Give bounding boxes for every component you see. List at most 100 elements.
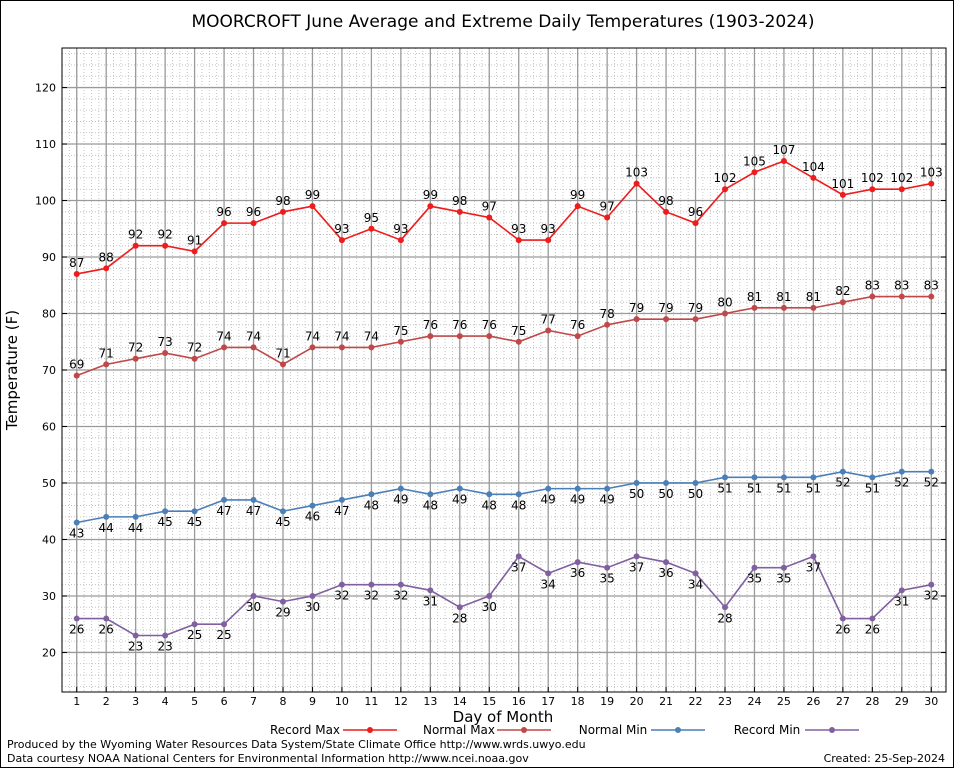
record-min-point <box>280 598 286 605</box>
y-tick-label: 110 <box>35 138 56 151</box>
record-max-data-label: 87 <box>69 256 84 270</box>
normal-max-point <box>633 316 640 323</box>
record-min-point <box>545 570 552 577</box>
y-tick-label: 30 <box>42 590 56 603</box>
normal-min-data-label: 50 <box>629 487 644 501</box>
normal-max-point <box>250 344 257 351</box>
normal-min-data-label: 52 <box>924 476 939 490</box>
normal-max-data-label: 76 <box>570 318 585 332</box>
normal-max-point <box>515 338 522 345</box>
normal-max-data-label: 74 <box>216 329 231 343</box>
y-tick-label: 70 <box>42 364 56 377</box>
record-max-data-label: 103 <box>625 166 648 180</box>
record-max-point <box>456 208 463 215</box>
normal-min-point <box>898 468 905 475</box>
normal-max-data-label: 72 <box>187 341 202 355</box>
record-min-data-label: 32 <box>364 589 379 603</box>
normal-min-point <box>397 485 404 492</box>
normal-max-point <box>162 350 169 357</box>
record-max-point <box>663 208 670 215</box>
normal-max-point <box>574 333 581 340</box>
major-grid <box>62 48 946 692</box>
record-max-point <box>780 157 787 164</box>
record-min-data-label: 32 <box>334 589 349 603</box>
record-min-point <box>839 615 846 622</box>
record-min-point <box>250 592 257 599</box>
record-max-data-label: 97 <box>599 199 614 213</box>
normal-max-point <box>132 355 139 362</box>
y-tick-label: 60 <box>42 420 56 433</box>
record-min-point <box>515 553 522 560</box>
normal-max-data-label: 71 <box>275 346 290 360</box>
x-tick-label: 23 <box>718 695 732 708</box>
x-tick-label: 11 <box>364 695 378 708</box>
record-min-data-label: 32 <box>924 589 939 603</box>
normal-max-point <box>898 293 905 300</box>
x-tick-label: 26 <box>806 695 820 708</box>
record-min-data-label: 31 <box>894 594 909 608</box>
normal-min-line <box>76 470 932 524</box>
normal-min-point <box>633 479 640 486</box>
x-tick-label: 4 <box>162 695 169 708</box>
x-tick-label: 8 <box>280 695 287 708</box>
record-max-data-label: 99 <box>570 188 585 202</box>
normal-max-point <box>780 304 787 311</box>
record-min-point <box>574 559 581 566</box>
normal-max-point <box>869 293 876 300</box>
record-max-data-label: 97 <box>482 199 497 213</box>
x-tick-label: 9 <box>309 695 316 708</box>
record-min-point <box>191 621 198 628</box>
record-min-point <box>810 553 817 560</box>
normal-min-point <box>663 479 670 486</box>
normal-max-point <box>692 316 699 323</box>
normal-min-point <box>73 519 80 526</box>
record-min-data-label: 26 <box>99 623 114 637</box>
record-max-point <box>928 180 935 187</box>
normal-min-data-label: 49 <box>393 493 408 507</box>
x-tick-label: 2 <box>103 695 110 708</box>
record-max-point <box>839 191 846 198</box>
record-max-data-label: 95 <box>364 211 379 225</box>
record-max-point <box>309 203 316 210</box>
normal-max-point <box>456 333 463 340</box>
record-min-data-label: 28 <box>452 611 467 625</box>
record-min-point <box>692 570 699 577</box>
chart-title: MOORCROFT June Average and Extreme Daily… <box>191 12 814 32</box>
record-max-data-label: 104 <box>802 160 825 174</box>
record-max-data-label: 98 <box>452 194 467 208</box>
x-tick-label: 30 <box>924 695 938 708</box>
normal-max-data-label: 74 <box>334 329 349 343</box>
normal-max-point <box>397 338 404 345</box>
record-min-point <box>397 581 404 588</box>
normal-min-data-label: 51 <box>865 481 880 495</box>
normal-min-point <box>839 468 846 475</box>
normal-max-data-label: 71 <box>99 346 114 360</box>
record-min-point <box>928 581 935 588</box>
record-min-data-label: 26 <box>835 623 850 637</box>
record-min-data-label: 34 <box>688 577 703 591</box>
record-min-point <box>73 615 80 622</box>
normal-max-data-label: 79 <box>629 301 644 315</box>
record-max-data-label: 98 <box>275 194 290 208</box>
record-min-point <box>162 632 169 639</box>
record-max-point <box>810 174 817 181</box>
record-max-point <box>722 186 728 193</box>
record-min-data-label: 36 <box>658 566 673 580</box>
legend-label-record-max: Record Max <box>270 723 340 737</box>
record-max-line <box>76 160 932 275</box>
x-tick-label: 19 <box>600 695 614 708</box>
legend-marker-normal-max <box>521 727 527 733</box>
y-tick-label: 80 <box>42 308 56 321</box>
record-min-data-label: 26 <box>69 623 84 637</box>
record-max-data-label: 101 <box>831 177 854 191</box>
normal-min-data-label: 51 <box>806 481 821 495</box>
x-tick-label: 20 <box>630 695 644 708</box>
record-max-point <box>898 186 905 193</box>
record-min-data-label: 32 <box>393 589 408 603</box>
record-min-point <box>722 604 728 611</box>
record-min-point <box>132 632 139 639</box>
record-max-data-label: 105 <box>743 154 766 168</box>
normal-min-point <box>250 496 257 503</box>
legend-label-normal-max: Normal Max <box>423 723 495 737</box>
record-max-data-label: 102 <box>890 171 913 185</box>
